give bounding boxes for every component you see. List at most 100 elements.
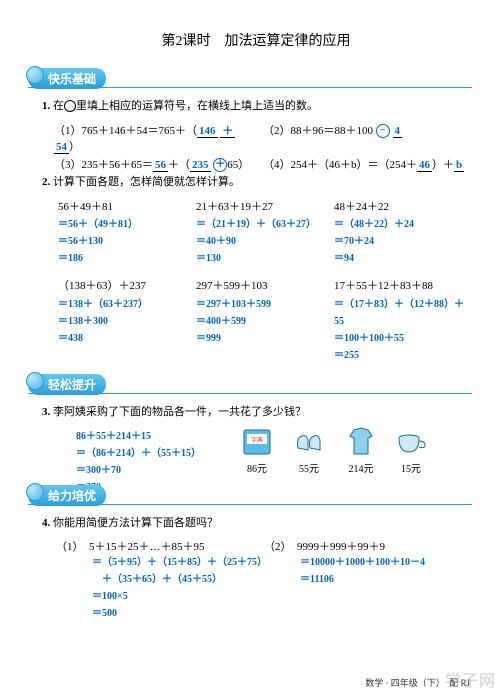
item-b-label: 55元 <box>299 464 319 475</box>
q2s1c2-1: ＝（21＋19）＋（63＋27） <box>196 216 334 233</box>
q4r-1: ＝10000＋1000＋100＋10－4 <box>300 554 472 571</box>
section-header-challenge: 给力培优 <box>28 485 472 507</box>
q2s2c1-2: ＝138＋300 <box>58 313 196 330</box>
q1d-ans2: b <box>454 159 464 172</box>
q1-item-3: （3）235＋56＋65＝56＋（235 ＋65） <box>54 156 263 172</box>
q1b-op: − <box>376 124 390 138</box>
page: 第2课时 加法运算定律的应用 快乐基础 1. 在里填上相应的运算符号，在横线上填… <box>0 0 500 632</box>
q2s1c3-2: ＝70＋24 <box>334 233 472 250</box>
q1b-left: （2）88＋96＝88＋100 <box>263 125 373 137</box>
q1c-ans2: 235 <box>190 159 211 172</box>
section-label: 轻松提升 <box>48 378 96 392</box>
q1c-ans3: 65） <box>227 159 249 171</box>
q2s2c2-h: 297＋599＋103 <box>196 277 334 296</box>
q4-right: （2） 9999＋999＋99＋9 ＝10000＋1000＋100＋10－4 ＝… <box>264 538 472 622</box>
q4l-1: ＝（5＋95）＋（15＋85）＋（25＋75） <box>92 554 264 571</box>
q1b-ans: 4 <box>393 125 403 138</box>
q2s1c2-3: ＝130 <box>196 250 334 267</box>
gloves-icon <box>292 428 326 458</box>
q2s2c3-2: ＝100＋100＋55 <box>334 330 472 347</box>
q2s2c3-h: 17＋55＋12＋83＋88 <box>334 277 472 296</box>
q1a-right: ） <box>69 141 80 153</box>
item-cup: 15元 <box>396 432 426 475</box>
q2s1-c3: 48＋24＋22 ＝（48＋22）＋24 ＝70＋24 ＝94 <box>334 198 472 268</box>
q1c-mid: ＋（ <box>168 159 190 171</box>
q1d-ans1: 46 <box>417 159 432 172</box>
item-gloves: 55元 <box>292 428 326 475</box>
item-a-label: 86元 <box>247 464 267 475</box>
question-4: 4. 你能用简便方法计算下面各题吗？ <box>42 515 472 533</box>
section-header-improve: 轻松提升 <box>28 374 472 396</box>
bubble-icon <box>26 483 44 501</box>
section-header-basics: 快乐基础 <box>28 68 472 90</box>
q1a-ans1: 146 <box>197 125 218 138</box>
dictionary-icon: 字典 <box>240 424 274 458</box>
section-pill-improve: 轻松提升 <box>28 374 106 395</box>
q4l-h: （1） 5＋15＋25＋…＋85＋95 <box>56 538 264 554</box>
q1-item-2: （2）88＋96＝88＋100 − 4 <box>263 122 472 154</box>
q2s2c2-3: ＝999 <box>196 330 334 347</box>
q4r-2: ＝11106 <box>300 571 472 588</box>
q4r-work: ＝10000＋1000＋100＋10－4 ＝11106 <box>300 554 472 588</box>
q1c-left: （3）235＋56＋65＝ <box>54 159 153 171</box>
q2s1c3-3: ＝94 <box>334 250 472 267</box>
watermark: 学子网 <box>445 667 496 691</box>
q2s2c1-h: （138＋63）＋237 <box>58 277 196 296</box>
svg-text:字典: 字典 <box>251 436 263 444</box>
question-2: 2. 计算下面各题，怎样简便就怎样计算。 <box>42 174 472 192</box>
q1-item-1: （1）765＋146＋54＝765＋（146 ＋ 54） <box>54 122 263 154</box>
q1d-left: （4）254＋（46＋b）＝（254＋ <box>263 159 417 171</box>
q4l-2: ＋（35＋65）＋（45＋55） <box>92 571 264 588</box>
q2s2c1-3: ＝438 <box>58 330 196 347</box>
cup-icon <box>396 432 426 458</box>
q1a-plus-blank: ＋ <box>218 125 236 138</box>
question-3: 3. 李阿姨采购了下面的物品各一件，一共花了多少钱？ <box>42 404 472 422</box>
q4-num: 4. <box>42 517 50 529</box>
q4-text: 你能用简便方法计算下面各题吗？ <box>53 517 218 529</box>
circle-icon <box>64 100 76 112</box>
q2s1-c2: 21＋63＋19＋27 ＝（21＋19）＋（63＋27） ＝40＋90 ＝130 <box>196 198 334 268</box>
q2s1c2-2: ＝40＋90 <box>196 233 334 250</box>
q1a-left: （1）765＋146＋54＝765＋（ <box>54 125 197 137</box>
q1c-ans1: 56 <box>153 159 168 172</box>
q1a-ans2: 54 <box>54 141 69 154</box>
bubble-icon <box>26 372 44 390</box>
item-c-label: 214元 <box>349 464 374 475</box>
q3-text: 李阿姨采购了下面的物品各一件，一共花了多少钱？ <box>53 406 306 418</box>
q2-text: 计算下面各题，怎样简便就怎样计算。 <box>53 176 240 188</box>
q2-num: 2. <box>42 176 50 188</box>
q1-text-b: 里填上相应的运算符号，在横线上填上适当的数。 <box>76 100 318 112</box>
lesson-title: 第2课时 加法运算定律的应用 <box>40 30 472 50</box>
section-pill-basics: 快乐基础 <box>28 68 106 89</box>
q2s1c2-h: 21＋63＋19＋27 <box>196 198 334 217</box>
q2s1c1-3: ＝186 <box>58 250 196 267</box>
q2s1c1-2: ＝56＋130 <box>58 233 196 250</box>
q2s1c1-h: 56＋49＋81 <box>58 198 196 217</box>
q2s2-c1: （138＋63）＋237 ＝138＋（63＋237） ＝138＋300 ＝438 <box>58 277 196 364</box>
shopping-items: 字典 86元 55元 214元 15元 <box>240 424 472 475</box>
q2-set1: 56＋49＋81 ＝56＋（49＋81） ＝56＋130 ＝186 21＋63＋… <box>58 198 472 268</box>
q2s1-c1: 56＋49＋81 ＝56＋（49＋81） ＝56＋130 ＝186 <box>58 198 196 268</box>
q1c-op: ＋ <box>213 158 227 172</box>
bubble-icon <box>26 66 44 84</box>
section-label: 给力培优 <box>48 489 96 503</box>
q3-num: 3. <box>42 406 50 418</box>
q2s2c2-2: ＝400＋599 <box>196 313 334 330</box>
item-dictionary: 字典 86元 <box>240 424 274 475</box>
q4l-work: ＝（5＋95）＋（15＋85）＋（25＋75） ＋（35＋65）＋（45＋55）… <box>92 554 264 622</box>
q2s2-c3: 17＋55＋12＋83＋88 ＝（17＋83）＋（12＋88）＋55 ＝100＋… <box>334 277 472 364</box>
q2s2-c2: 297＋599＋103 ＝297＋103＋599 ＝400＋599 ＝999 <box>196 277 334 364</box>
section-pill-challenge: 给力培优 <box>28 485 106 506</box>
q2s1c1-1: ＝56＋（49＋81） <box>58 216 196 233</box>
q2s2c3-3: ＝255 <box>334 347 472 364</box>
q2s2c2-1: ＝297＋103＋599 <box>196 296 334 313</box>
item-d-label: 15元 <box>401 464 421 475</box>
q1-row-1: （1）765＋146＋54＝765＋（146 ＋ 54） （2）88＋96＝88… <box>54 122 472 154</box>
q4l-3: ＝100×5 <box>92 588 264 605</box>
q1-text-a: 在 <box>53 100 64 112</box>
q1d-mid: ）＋ <box>432 159 454 171</box>
coat-icon <box>344 424 378 458</box>
q2s2c1-1: ＝138＋（63＋237） <box>58 296 196 313</box>
section-label: 快乐基础 <box>48 72 96 86</box>
question-1: 1. 在里填上相应的运算符号，在横线上填上适当的数。 <box>42 98 472 116</box>
